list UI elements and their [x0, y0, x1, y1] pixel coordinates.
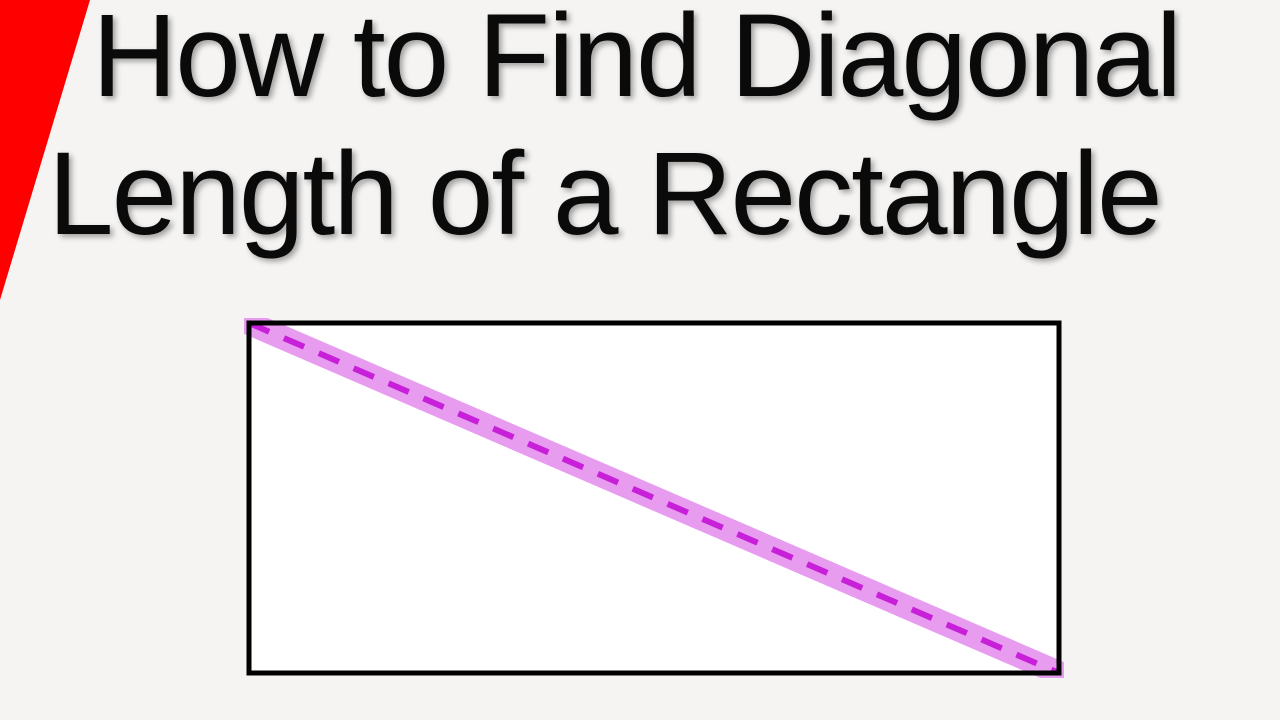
- title-line-2: Length of a Rectangle: [48, 126, 1161, 262]
- title-line-1: How to Find Diagonal: [92, 0, 1180, 124]
- rectangle-diagram: [244, 318, 1064, 678]
